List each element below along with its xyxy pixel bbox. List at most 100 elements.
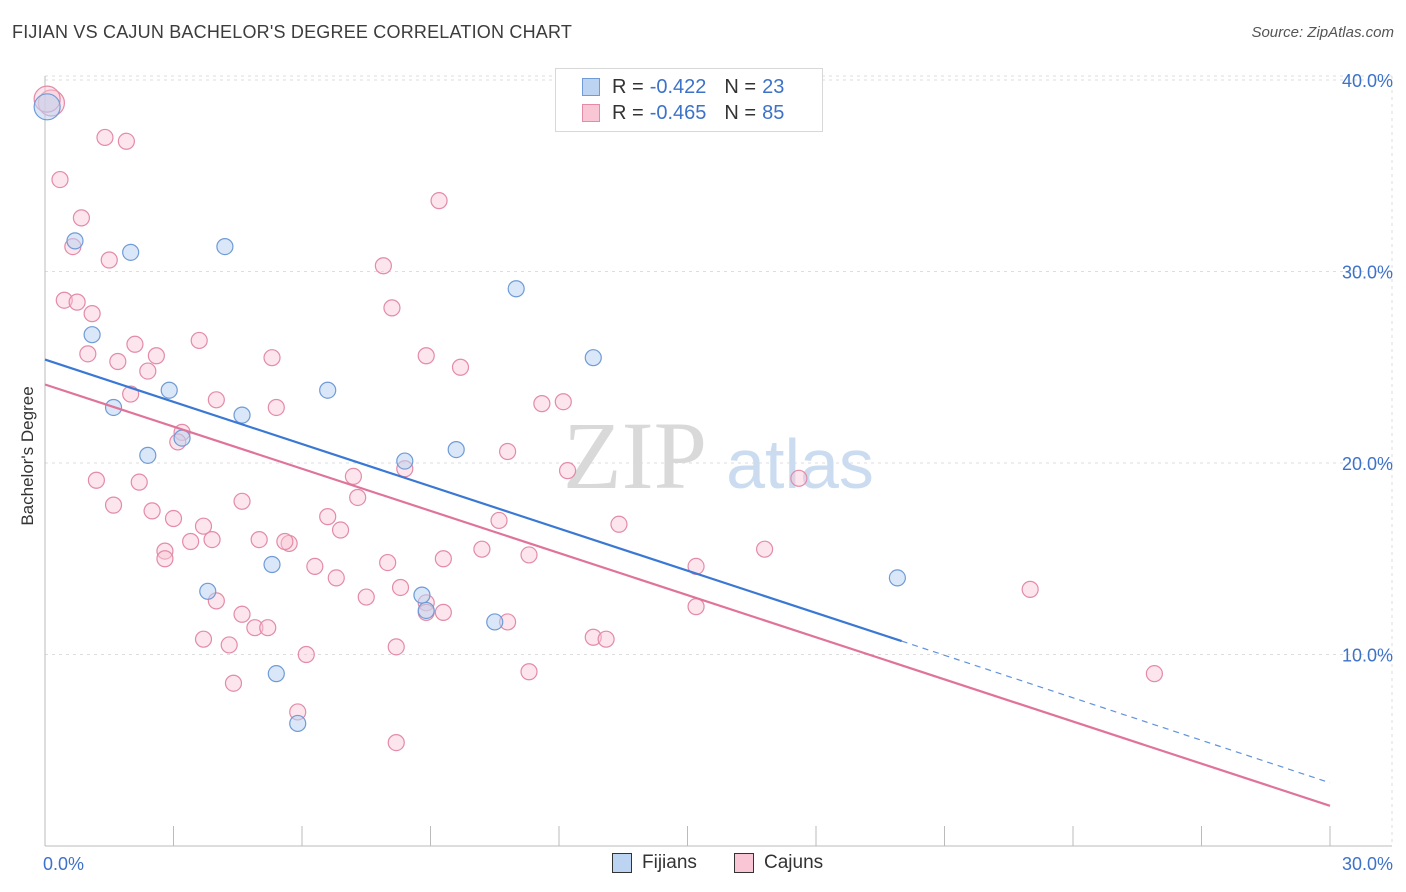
cajun-point (109, 352, 127, 371)
r-label: R = (612, 75, 644, 98)
n-value: 85 (762, 101, 785, 124)
watermark-zip: ZIP (563, 402, 707, 509)
trend-layer (44, 358, 1331, 807)
cajun-point (687, 598, 705, 616)
y-tick-label: 30.0% (1342, 263, 1393, 283)
cajun-point (233, 492, 251, 510)
cajun-point (554, 393, 572, 411)
cajun-point (499, 442, 517, 461)
fijian-point (888, 569, 906, 587)
cajun-point (1145, 665, 1163, 683)
cajun-point (391, 578, 410, 597)
cajun-point (451, 358, 470, 376)
cajun-point (374, 257, 392, 275)
cajun-point (1021, 580, 1039, 598)
cajun-point (473, 540, 491, 558)
axis-layer (44, 76, 1392, 847)
cajun-point (327, 569, 345, 587)
tick-label-layer: 10.0% 20.0% 30.0% 40.0% 0.0% 30.0% (43, 71, 1393, 874)
fijians-trend-line (44, 358, 903, 643)
fijians-legend-icon (612, 853, 632, 873)
cajun-point (584, 628, 602, 646)
watermark-atlas: atlas (726, 425, 874, 503)
cajun-point (246, 619, 264, 637)
cajun-point (220, 636, 238, 654)
fijians-swatch-icon (582, 78, 600, 96)
r-value: -0.422 (649, 75, 707, 98)
cajun-point (194, 630, 213, 648)
cajun-point (434, 603, 452, 621)
cajun-point (104, 496, 123, 514)
cajun-point (126, 335, 144, 353)
y-tick-label: 20.0% (1342, 454, 1393, 474)
cajuns-swatch-icon (582, 104, 600, 122)
cajun-point (51, 170, 69, 189)
stats-legend: R = -0.422 N = 23 R = -0.465 N = 85 (555, 68, 823, 132)
legend-item-cajuns[interactable]: Cajuns (734, 852, 823, 874)
fijian-point (413, 586, 431, 604)
fijian-point (396, 452, 414, 470)
cajun-point (190, 331, 208, 350)
cajun-point (434, 550, 452, 568)
cajun-point (259, 619, 277, 637)
legend-item-fijians[interactable]: Fijians (612, 852, 697, 874)
fijian-point (263, 555, 281, 574)
cajun-point (331, 521, 350, 539)
fijian-point (199, 582, 217, 600)
cajun-point (490, 511, 508, 530)
cajun-point (164, 509, 183, 528)
fijian-point (584, 349, 602, 367)
fijian-point (447, 440, 465, 459)
cajun-point (147, 347, 165, 365)
n-label: N = (724, 101, 757, 124)
x-tick-label-min: 0.0% (43, 854, 84, 874)
fijian-point (216, 238, 234, 256)
cajun-point (87, 471, 106, 489)
cajun-point (96, 128, 114, 147)
fijian-point (289, 714, 307, 733)
cajun-point (520, 663, 538, 681)
cajun-point (387, 733, 405, 752)
x-tick-label-max: 30.0% (1342, 854, 1393, 874)
fijian-point (486, 613, 504, 631)
cajuns-legend-icon (734, 853, 754, 873)
y-axis-label: Bachelor's Degree (18, 386, 37, 526)
cajun-point (79, 345, 97, 363)
y-tick-label: 10.0% (1342, 646, 1393, 666)
cajuns-trend-line (44, 383, 1331, 807)
fijian-point (233, 406, 251, 424)
cajun-point (387, 638, 405, 656)
fijian-point (417, 601, 435, 620)
cajun-point (233, 605, 251, 623)
cajun-point (139, 362, 157, 380)
cajun-point (143, 502, 161, 520)
cajun-point (207, 391, 225, 409)
watermark: ZIP atlas (563, 402, 874, 509)
cajun-point (319, 508, 337, 526)
cajun-point (276, 532, 294, 551)
cajun-point (117, 132, 135, 150)
fijian-point (267, 665, 285, 683)
fijian-point (173, 429, 191, 447)
cajun-point (520, 546, 538, 564)
cajun-point (250, 530, 268, 549)
fijian-point (122, 243, 140, 261)
cajun-point (349, 488, 367, 507)
cajun-point (68, 293, 86, 311)
cajun-point (357, 588, 375, 606)
points-layer (33, 85, 1163, 752)
cajun-point (224, 674, 243, 692)
n-label: N = (724, 75, 757, 98)
cajun-point (533, 395, 551, 413)
cajun-point (755, 540, 774, 558)
fijian-point (66, 232, 84, 250)
fijian-point (160, 381, 178, 399)
fijian-point (33, 93, 61, 121)
cajun-point (263, 349, 281, 367)
source-label: Source: ZipAtlas.com (1251, 24, 1394, 41)
cajun-point (267, 398, 285, 417)
cajun-point (344, 467, 362, 486)
fijian-point (319, 381, 337, 399)
chart-title: FIJIAN VS CAJUN BACHELOR'S DEGREE CORREL… (12, 22, 573, 42)
